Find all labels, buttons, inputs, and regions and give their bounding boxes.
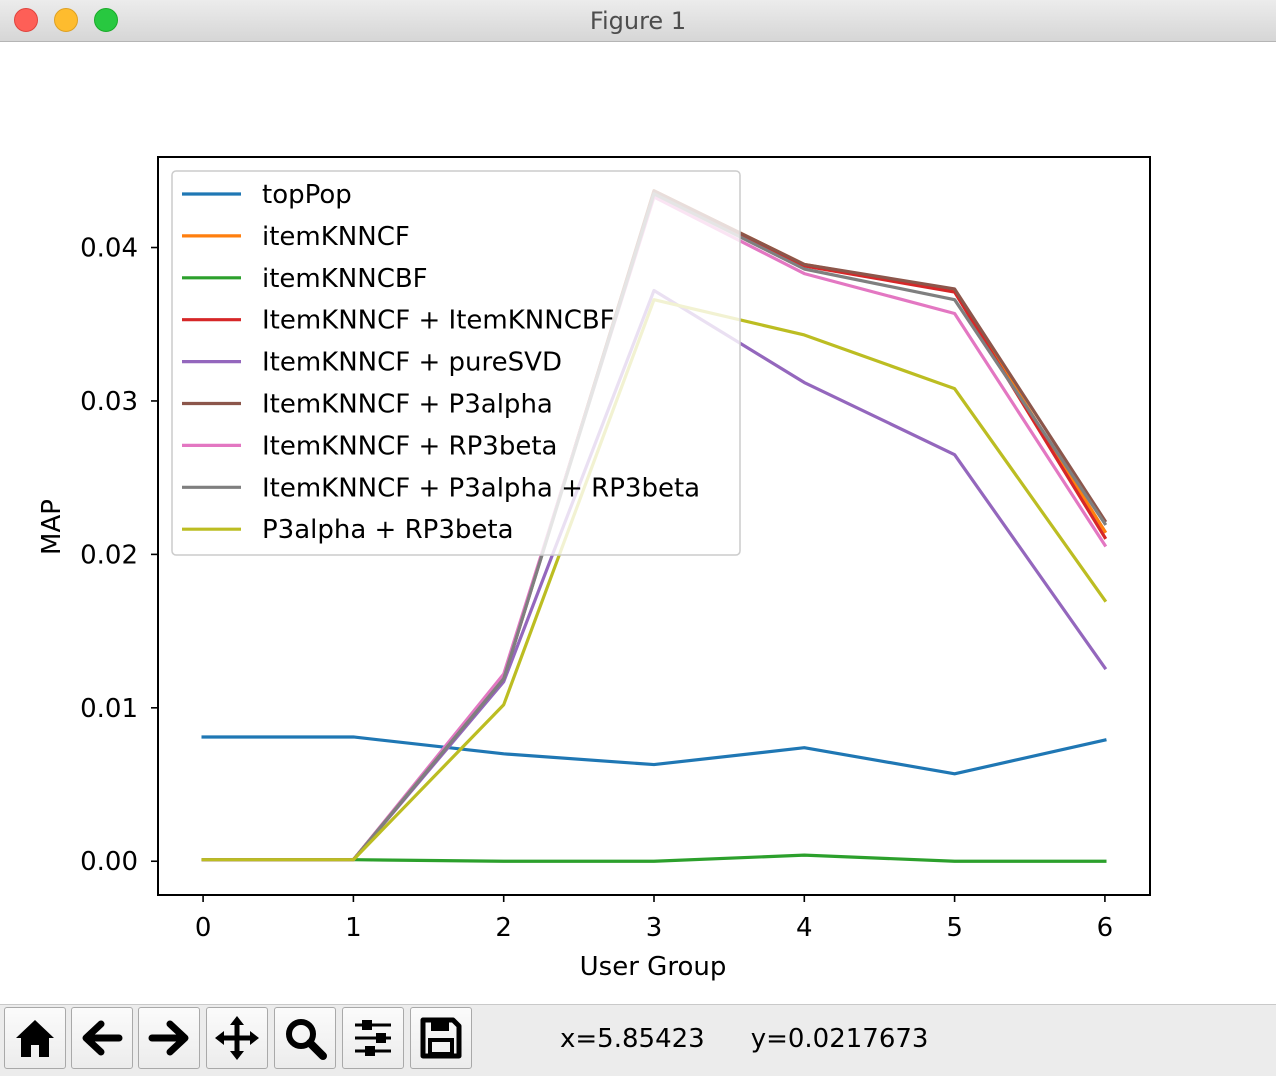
x-tick-label-5: 5 xyxy=(946,913,963,943)
window-close-button[interactable] xyxy=(14,8,38,32)
magnifier-icon xyxy=(286,1019,327,1060)
x-tick-label-0: 0 xyxy=(195,913,212,943)
window-minimize-button[interactable] xyxy=(54,8,78,32)
y-tick-label-1: 0.01 xyxy=(80,694,138,724)
move-icon xyxy=(215,1016,259,1060)
legend-label-7: ItemKNNCF + P3alpha + RP3beta xyxy=(262,473,700,503)
window-titlebar: Figure 1 xyxy=(0,0,1276,42)
home-button[interactable] xyxy=(4,1007,66,1069)
line-chart: 0 1 2 3 4 5 6 0.00 0.01 0.02 0.03 0.04 User Group MAP… xyxy=(37,156,1151,982)
cursor-coordinates: x=5.85423 y=0.0217673 xyxy=(560,1019,928,1059)
pan-button[interactable] xyxy=(206,1007,268,1069)
y-tick-label-3: 0.03 xyxy=(80,387,138,417)
legend-box xyxy=(171,170,741,556)
legend-label-1: itemKNNCF xyxy=(262,222,410,252)
legend-label-2: itemKNNCBF xyxy=(262,264,428,294)
legend-label-5: ItemKNNCF + P3alpha xyxy=(262,390,553,420)
y-tick-label-4: 0.04 xyxy=(80,234,138,264)
legend-label-4: ItemKNNCF + pureSVD xyxy=(262,348,562,378)
zoom-button[interactable] xyxy=(274,1007,336,1069)
window-title: Figure 1 xyxy=(589,7,687,35)
y-tick-label-0: 0.00 xyxy=(80,847,138,877)
cursor-x-readout: x=5.85423 xyxy=(560,1024,705,1054)
legend-label-8: P3alpha + RP3beta xyxy=(262,515,514,545)
cursor-y-readout: y=0.0217673 xyxy=(750,1024,929,1054)
configure-subplots-button[interactable] xyxy=(342,1007,404,1069)
legend-label-6: ItemKNNCF + RP3beta xyxy=(262,431,557,461)
floppy-disk-icon xyxy=(420,1017,462,1059)
save-button[interactable] xyxy=(410,1007,472,1069)
legend-label-0: topPop xyxy=(262,180,352,210)
x-tick-label-4: 4 xyxy=(796,913,813,943)
arrow-left-icon xyxy=(82,1020,123,1056)
legend-label-3: ItemKNNCF + ItemKNNCBF xyxy=(262,306,615,336)
x-tick-label-6: 6 xyxy=(1097,913,1114,943)
y-axis-label: MAP xyxy=(37,499,67,555)
arrow-right-icon xyxy=(148,1020,189,1056)
navigation-toolbar xyxy=(0,1004,1276,1076)
back-button[interactable] xyxy=(71,1007,133,1069)
y-tick-label-2: 0.02 xyxy=(80,540,138,570)
x-tick-label-2: 2 xyxy=(495,913,512,943)
forward-button[interactable] xyxy=(138,1007,200,1069)
x-axis-label: User Group xyxy=(580,952,727,982)
figure-canvas[interactable]: 0 1 2 3 4 5 6 0.00 0.01 0.02 0.03 0.04 User Group MAP… xyxy=(0,42,1276,1004)
window-zoom-button[interactable] xyxy=(94,8,118,32)
home-icon xyxy=(16,1020,54,1057)
x-tick-label-3: 3 xyxy=(646,913,663,943)
sliders-icon xyxy=(355,1020,391,1056)
x-tick-label-1: 1 xyxy=(345,913,362,943)
series-line-0 xyxy=(201,735,1107,776)
